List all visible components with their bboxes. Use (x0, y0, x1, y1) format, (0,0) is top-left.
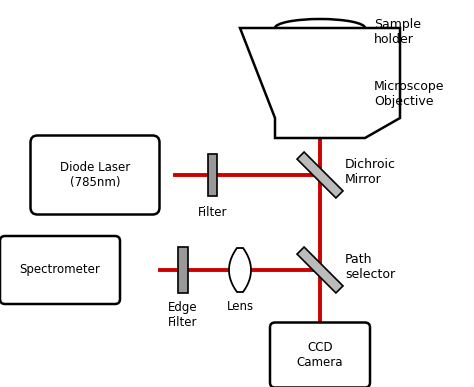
Polygon shape (297, 152, 343, 198)
Text: Microscope
Objective: Microscope Objective (374, 80, 445, 108)
Text: CCD
Camera: CCD Camera (297, 341, 343, 369)
Text: Lens: Lens (227, 300, 254, 313)
FancyBboxPatch shape (0, 236, 120, 304)
Polygon shape (297, 247, 343, 293)
Text: Edge
Filter: Edge Filter (168, 301, 198, 329)
Polygon shape (229, 248, 251, 292)
Text: Sample
holder: Sample holder (374, 18, 421, 46)
Text: Diode Laser
(785nm): Diode Laser (785nm) (60, 161, 130, 189)
Ellipse shape (275, 19, 365, 37)
Bar (178, 247, 188, 293)
Text: Spectrometer: Spectrometer (19, 264, 100, 276)
Text: Dichroic
Mirror: Dichroic Mirror (345, 158, 396, 186)
FancyBboxPatch shape (30, 135, 159, 214)
FancyBboxPatch shape (270, 322, 370, 387)
Polygon shape (240, 28, 400, 138)
Text: Filter: Filter (198, 206, 228, 219)
Bar (209, 154, 218, 196)
Text: Path
selector: Path selector (345, 253, 395, 281)
